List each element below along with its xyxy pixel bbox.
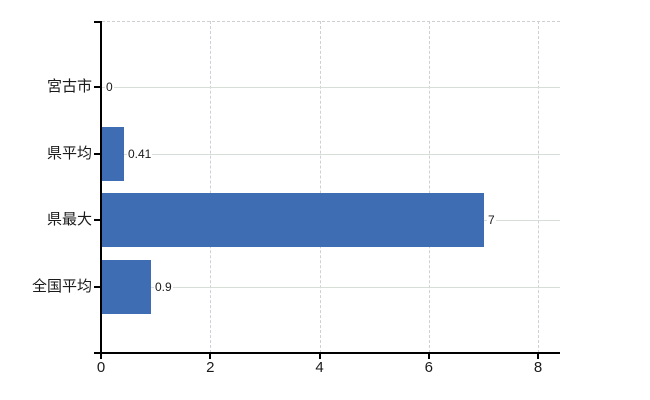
x-axis-tick xyxy=(537,353,539,359)
x-axis-tick-label: 0 xyxy=(96,359,106,376)
bar xyxy=(102,127,124,181)
bar xyxy=(102,193,484,247)
x-axis-tick xyxy=(318,353,321,359)
plot-top-border xyxy=(102,21,560,22)
category-label: 県最大 xyxy=(46,211,92,228)
x-gridline xyxy=(319,21,321,353)
category-gridline xyxy=(102,87,560,88)
x-gridline xyxy=(428,21,430,353)
y-axis-tick xyxy=(94,153,101,155)
value-label: 0.41 xyxy=(127,145,153,163)
y-axis-line xyxy=(100,21,102,353)
x-axis-tick-label: 2 xyxy=(206,359,215,376)
x-axis-tick xyxy=(427,353,430,359)
y-axis-tick xyxy=(94,86,101,88)
category-gridline xyxy=(102,154,560,155)
x-axis-tick xyxy=(100,353,102,359)
value-label: 7 xyxy=(487,211,496,229)
value-label: 0 xyxy=(105,78,114,96)
x-axis-tick xyxy=(209,353,212,359)
x-axis-tick-label: 4 xyxy=(315,359,324,376)
x-axis-tick-label: 8 xyxy=(533,359,543,376)
y-axis-tick xyxy=(94,286,101,288)
y-axis-tick xyxy=(94,219,101,221)
bar xyxy=(102,260,151,314)
value-label: 0.9 xyxy=(154,278,173,296)
category-label: 全国平均 xyxy=(31,278,92,295)
y-axis-top-tick xyxy=(94,21,101,23)
category-label: 宮古市 xyxy=(46,78,92,95)
category-gridline xyxy=(102,287,560,288)
x-axis-tick-label: 6 xyxy=(424,359,433,376)
x-gridline xyxy=(210,21,212,353)
category-label: 県平均 xyxy=(46,145,92,162)
x-gridline xyxy=(538,21,539,353)
x-axis-line xyxy=(94,352,560,354)
